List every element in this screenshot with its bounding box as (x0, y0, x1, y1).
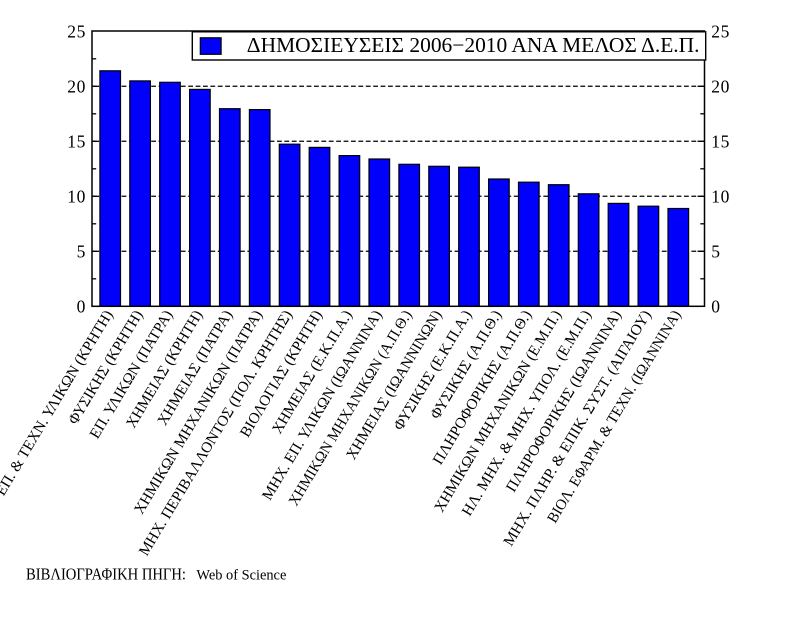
svg-text:ΒΙΒΛΙΟΓΡΑΦΙΚΗ ΠΗΓΗ:: ΒΙΒΛΙΟΓΡΑΦΙΚΗ ΠΗΓΗ: (26, 564, 186, 583)
svg-text:Web of Science: Web of Science (196, 567, 286, 583)
svg-text:20: 20 (711, 77, 730, 97)
svg-text:15: 15 (67, 132, 86, 152)
svg-text:20: 20 (67, 77, 86, 97)
svg-text:5: 5 (711, 242, 720, 262)
svg-text:5: 5 (77, 242, 86, 262)
svg-text:25: 25 (67, 22, 86, 42)
svg-text:0: 0 (77, 297, 86, 317)
svg-text:10: 10 (67, 187, 86, 207)
svg-text:0: 0 (711, 297, 720, 317)
svg-text:25: 25 (711, 22, 730, 42)
svg-text:15: 15 (711, 132, 730, 152)
svg-text:10: 10 (711, 187, 730, 207)
svg-text:ΔΗΜΟΣΙΕΥΣΕΙΣ 2006−2010 ΑΝΑ ΜΕΛ: ΔΗΜΟΣΙΕΥΣΕΙΣ 2006−2010 ΑΝΑ ΜΕΛΟΣ Δ.Ε.Π. (247, 34, 700, 57)
